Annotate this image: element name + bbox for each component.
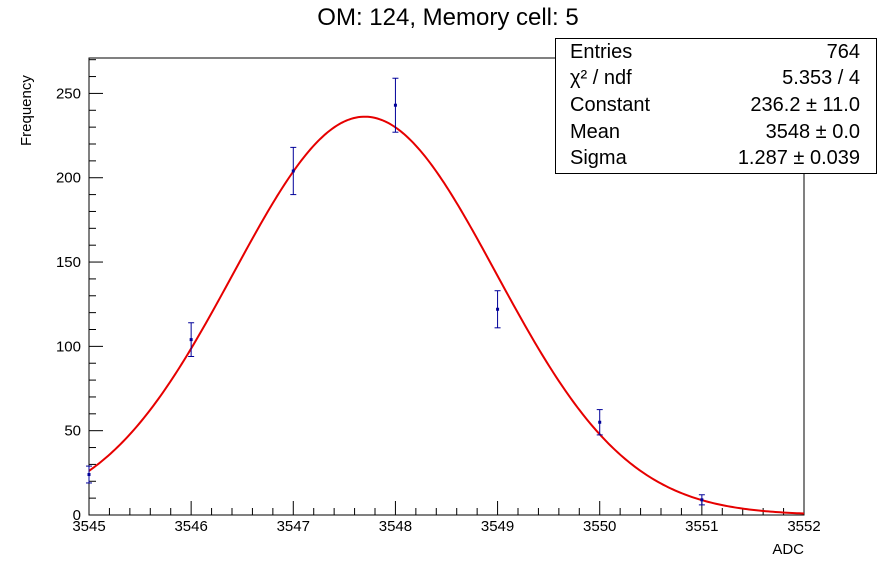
stat-row-mean: Mean 3548 ± 0.0 <box>570 121 860 147</box>
data-point <box>496 307 500 311</box>
stat-value: 236.2 ± 11.0 <box>750 94 860 116</box>
stat-row-entries: Entries 764 <box>570 41 860 67</box>
data-point <box>598 420 602 424</box>
stat-key: Sigma <box>570 147 627 169</box>
stat-value: 1.287 ± 0.039 <box>737 147 860 169</box>
stat-row-chi2: χ² / ndf 5.353 / 4 <box>570 67 860 93</box>
y-tick-label: 100 <box>56 338 81 355</box>
stat-row-constant: Constant 236.2 ± 11.0 <box>570 94 860 120</box>
y-tick-label: 250 <box>56 85 81 102</box>
stat-key: Constant <box>570 94 651 116</box>
x-tick-label: 3547 <box>277 518 310 535</box>
y-tick-label: 200 <box>56 170 81 187</box>
stat-key: Mean <box>570 121 621 143</box>
x-tick-label: 3546 <box>174 518 207 535</box>
data-point <box>87 473 91 477</box>
data-point <box>393 103 397 107</box>
stat-row-sigma: Sigma 1.287 ± 0.039 <box>570 147 860 173</box>
y-tick-label: 0 <box>73 507 81 524</box>
tick-labels: 3545 3546 3547 3548 3549 3550 3551 3552 0 50 100 15… <box>56 85 821 535</box>
x-tick-label: 3549 <box>481 518 514 535</box>
y-tick-label: 50 <box>64 423 81 440</box>
x-tick-label: 3548 <box>379 518 412 535</box>
data-point <box>700 498 704 502</box>
stat-value: 3548 ± 0.0 <box>765 121 860 143</box>
gaussian-fit-curve <box>88 115 805 515</box>
y-tick-label: 150 <box>56 254 81 271</box>
stat-key: χ² / ndf <box>570 67 632 89</box>
y-axis-label: Frequency <box>18 75 35 146</box>
x-tick-label: 3545 <box>72 518 105 535</box>
stat-value: 5.353 / 4 <box>782 67 860 89</box>
data-points <box>86 77 705 506</box>
stats-box: Entries 764 χ² / ndf 5.353 / 4 Constant … <box>555 38 877 174</box>
x-tick-label: 3551 <box>685 518 718 535</box>
axis-ticks <box>88 59 805 516</box>
x-tick-label: 3550 <box>583 518 616 535</box>
data-point <box>291 169 295 173</box>
data-point <box>189 338 193 342</box>
stat-value: 764 <box>826 41 860 63</box>
plot-frame <box>88 57 805 516</box>
x-axis-label: ADC <box>772 541 804 558</box>
x-tick-label: 3552 <box>787 518 820 535</box>
stat-key: Entries <box>570 41 633 63</box>
chart-title: OM: 124, Memory cell: 5 <box>317 4 579 31</box>
